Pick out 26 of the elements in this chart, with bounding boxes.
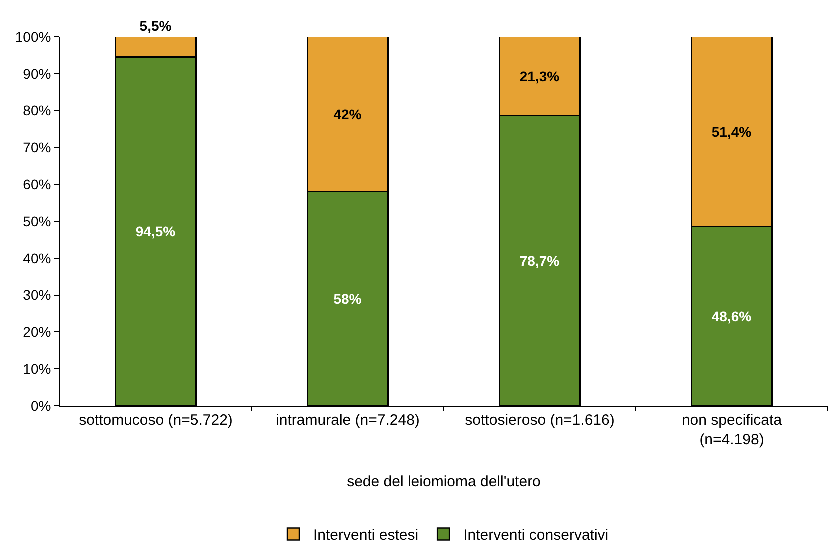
data-label: 42% — [334, 106, 362, 122]
legend-label: Interventi estesi — [314, 527, 419, 544]
y-tick-label: 10% — [23, 361, 52, 377]
y-tick-label: 20% — [23, 324, 52, 340]
y-tick-label: 30% — [23, 287, 52, 304]
y-tick-label: 40% — [23, 250, 52, 266]
y-tick-label: 70% — [23, 140, 52, 156]
legend-label: Interventi conservativi — [464, 527, 609, 544]
data-label: 51,4% — [712, 124, 752, 140]
x-tick-label: sottomucoso (n=5.722) — [79, 412, 233, 429]
x-tick-label: intramurale (n=7.248) — [276, 412, 420, 429]
y-tick-label: 0% — [30, 398, 52, 414]
x-axis-title: sede del leiomioma dell'utero — [347, 474, 541, 490]
y-tick-label: 50% — [23, 213, 52, 230]
data-label: 21,3% — [520, 68, 560, 84]
x-tick-label: sottosieroso (n=1.616) — [465, 412, 615, 429]
y-tick-label: 60% — [23, 176, 52, 192]
data-label: 5,5% — [140, 18, 172, 34]
data-label: 48,6% — [712, 308, 752, 324]
y-tick-label: 90% — [23, 66, 52, 82]
data-label: 78,7% — [520, 252, 560, 269]
x-tick-label: non specificata (n=4.198) — [682, 412, 783, 448]
data-label: 58% — [334, 290, 362, 307]
y-tick-label: 80% — [23, 102, 52, 119]
y-tick-label: 100% — [15, 28, 52, 45]
data-label: 94,5% — [136, 224, 176, 240]
